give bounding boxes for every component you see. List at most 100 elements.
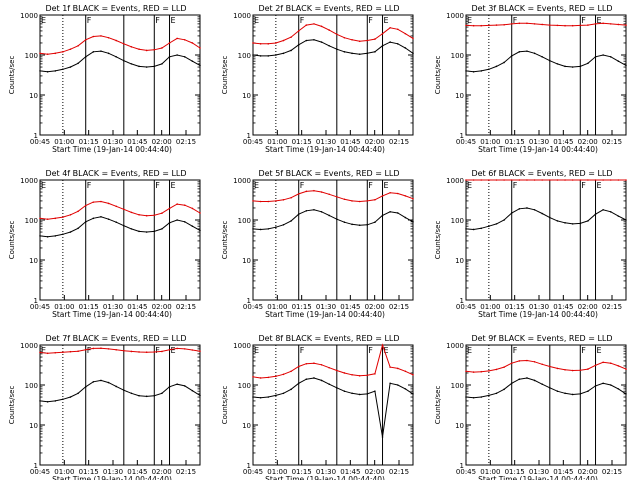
y-tick-label: 10 [242, 257, 251, 265]
y-tick-label: 100 [451, 382, 464, 390]
lld-data-point [374, 373, 376, 375]
events-data-point [396, 43, 399, 45]
lld-data-point [602, 22, 604, 25]
marker-label: E [254, 16, 259, 25]
events-data-point [602, 208, 604, 211]
marker-label: E [41, 16, 46, 25]
lld-data-point [358, 200, 361, 203]
lld-data-point [199, 47, 201, 49]
lld-data-point [313, 189, 315, 192]
events-data-point [495, 65, 498, 68]
x-tick-label: 01:30 [103, 138, 123, 146]
events-data-point [381, 44, 384, 47]
x-tick-label: 00:45 [30, 468, 50, 476]
x-tick-label: 01:15 [292, 138, 312, 146]
lld-data-point [191, 42, 194, 44]
lld-data-point [153, 351, 156, 353]
events-data-point [556, 63, 559, 65]
lld-data-point [404, 370, 407, 373]
lld-data-point [587, 24, 589, 26]
lld-data-point [412, 37, 414, 40]
x-tick-label: 02:15 [176, 138, 196, 146]
lld-data-point [145, 351, 148, 354]
x-tick-label: 01:30 [316, 468, 336, 476]
events-data-point [374, 51, 376, 53]
events-data-point [54, 235, 57, 237]
events-data-point [503, 61, 505, 64]
x-tick-label: 01:45 [127, 138, 147, 146]
events-data-point [510, 212, 513, 214]
lld-data-point [92, 201, 95, 203]
x-tick-label: 01:30 [316, 303, 336, 311]
lld-data-point [602, 179, 604, 181]
marker-label: F [368, 181, 373, 190]
lld-data-point [541, 179, 543, 181]
marker-label: E [41, 181, 46, 190]
events-data-point [366, 52, 369, 55]
events-data-point [107, 52, 110, 55]
lld-data-point [153, 214, 156, 216]
x-tick-label: 01:00 [54, 468, 74, 476]
plot-frame [39, 14, 201, 136]
events-data-point [472, 71, 475, 73]
x-tick-label: 01:45 [553, 138, 573, 146]
events-data-point [465, 228, 467, 230]
lld-data-point [381, 195, 384, 197]
events-data-point [145, 395, 148, 398]
lld-data-point [503, 179, 505, 181]
events-data-point [488, 68, 490, 71]
events-data-point [39, 400, 41, 402]
lld-data-point [495, 368, 498, 371]
lld-data-point [472, 24, 475, 27]
events-data-point [130, 228, 133, 230]
lld-data-point [480, 179, 483, 181]
plot-frame [252, 179, 414, 301]
y-tick-label: 1 [34, 462, 38, 470]
marker-label: F [513, 181, 518, 190]
events-data-point [100, 216, 102, 218]
lld-data-point [510, 179, 513, 181]
events-data-point [351, 52, 353, 55]
events-data-point [130, 63, 133, 65]
lld-data-point [161, 350, 163, 353]
lld-data-point [130, 211, 133, 214]
events-data-point [472, 228, 475, 231]
events-data-point [526, 207, 528, 209]
lld-data-point [579, 369, 582, 371]
series-events-line [252, 209, 414, 231]
lld-data-point [62, 216, 64, 218]
x-tick-label: 01:15 [79, 303, 99, 311]
x-axis-label: Start Time (19-Jan-14 00:44:40) [478, 310, 598, 319]
events-data-point [290, 388, 292, 391]
events-data-point [62, 398, 64, 401]
events-data-point [77, 227, 79, 230]
events-data-point [275, 394, 277, 397]
lld-data-point [381, 344, 384, 346]
y-tick-label: 1000 [446, 342, 464, 350]
lld-data-point [168, 42, 171, 44]
events-data-point [609, 384, 612, 386]
lld-data-point [389, 26, 391, 29]
events-data-point [282, 223, 285, 226]
lld-data-point [84, 38, 87, 41]
events-data-point [625, 393, 627, 395]
chart-panel-1: Det 1f BLACK = Events, RED = LLD 1 10 100 10… [8, 4, 201, 154]
events-data-point [389, 41, 391, 43]
lld-data-point [168, 207, 171, 210]
events-data-point [77, 392, 79, 395]
lld-data-point [259, 377, 262, 379]
lld-data-point [199, 212, 201, 214]
events-data-point [503, 219, 505, 221]
lld-data-point [336, 369, 338, 372]
lld-data-point [130, 46, 133, 48]
events-data-point [275, 226, 277, 229]
y-tick-label: 1000 [20, 177, 38, 185]
events-data-point [145, 66, 148, 68]
events-data-point [77, 62, 79, 65]
x-tick-label: 00:45 [456, 468, 476, 476]
events-data-point [191, 389, 194, 392]
lld-data-point [320, 25, 323, 28]
lld-data-point [374, 198, 376, 201]
lld-data-point [275, 375, 277, 378]
